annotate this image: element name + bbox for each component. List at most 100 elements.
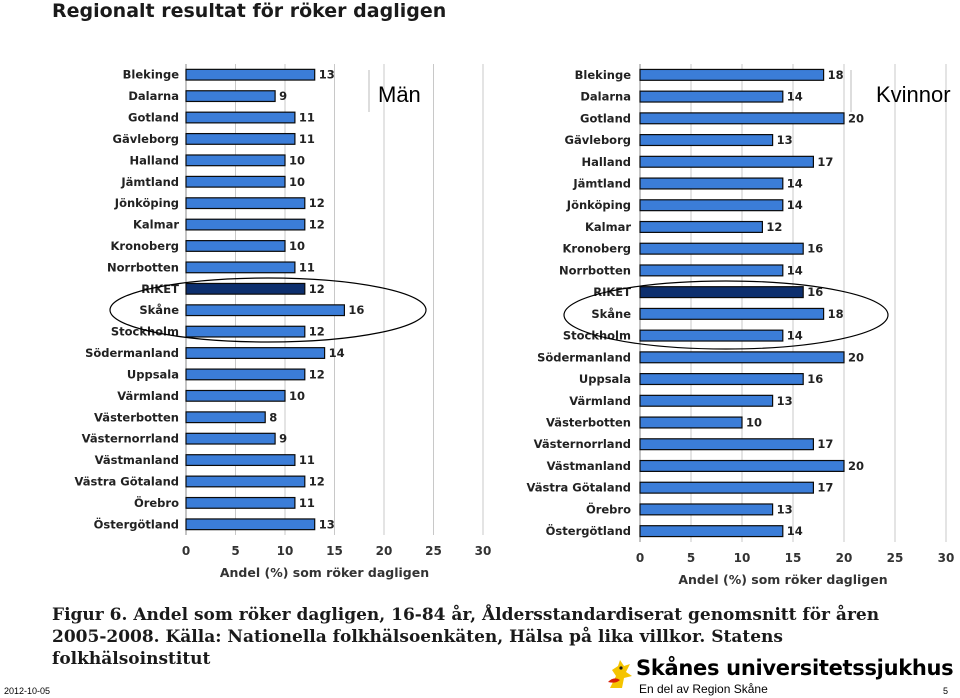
category-label: Södermanland [537,350,631,364]
data-label: 12 [309,325,325,339]
category-label: Blekinge [123,68,180,82]
data-label: 12 [309,367,325,381]
category-label: Västernorrland [534,437,631,451]
x-tick-label: 10 [734,551,751,565]
category-label: Halland [130,153,179,167]
bar [185,347,326,359]
data-label: 14 [787,329,803,343]
griffin-logo-icon [608,660,632,688]
data-label: 13 [319,517,335,531]
data-label: 14 [787,263,803,277]
category-label: Jämtland [120,175,179,189]
x-tick-label: 15 [326,544,343,558]
brand-subtitle: En del av Region Skåne [639,682,768,696]
bar [185,132,296,145]
bar [185,325,306,338]
category-label: Västmanland [547,459,631,473]
brand-name: Skånes universitetssjukhus [636,656,954,680]
category-label: Gotland [580,111,631,125]
bar [185,282,306,295]
bar [639,329,784,342]
data-label: 16 [348,303,364,317]
bar [185,240,286,252]
bar [639,90,784,103]
data-label: 9 [279,432,287,446]
category-label: Västra Götaland [526,481,631,495]
data-label: 14 [329,346,345,360]
data-label: 14 [787,524,803,538]
bar [639,307,825,320]
highlight-ellipse [109,277,427,343]
data-label: 11 [299,132,315,146]
category-label: Örebro [586,501,631,516]
chart-area: 0 5 10 15 20 25 30 Blekinge 13 Dalarna 9 Gotland 11 G… [74,64,955,587]
bar [639,416,743,429]
data-label: 10 [289,153,305,167]
bar [185,389,286,402]
data-label: 17 [817,481,833,495]
page-number: 5 [942,686,948,696]
x-tick-label: 15 [785,551,802,565]
category-label: Skåne [591,307,631,321]
data-label: 13 [777,502,793,516]
data-label: 16 [807,242,823,256]
category-label: Dalarna [128,89,179,103]
x-tick-label: 20 [376,544,393,558]
category-label: Blekinge [575,68,632,82]
category-label: Östergötland [546,523,631,538]
data-label: 8 [269,410,277,424]
data-label: 18 [828,68,844,82]
category-label: Halland [582,155,631,169]
category-label: RIKET [593,285,631,299]
category-label: Kalmar [585,220,631,234]
category-label: Norrbotten [107,260,179,274]
bar [185,218,306,231]
bar [639,286,804,299]
category-label: Värmland [117,389,179,403]
data-label: 10 [289,175,305,189]
x-tick-label: 30 [475,544,492,558]
data-label: 9 [279,89,287,103]
bar [639,134,774,147]
bar [185,368,306,381]
highlight-ellipse [563,280,889,350]
data-label: 10 [289,389,305,403]
x-tick-label: 30 [938,551,955,565]
figure-caption: Figur 6. Andel som röker dagligen, 16-84… [52,605,880,669]
x-tick-label: 25 [887,551,904,565]
data-label: 12 [766,220,782,234]
bar [185,454,296,467]
bar [639,503,774,516]
category-label: Södermanland [85,346,179,360]
category-label: Västernorrland [82,432,179,446]
bar [185,197,306,210]
bar [185,90,276,103]
bar [185,154,286,167]
data-label: 11 [299,111,315,125]
category-label: Jämtland [572,177,631,191]
category-label: Norrbotten [559,263,631,277]
bar [185,518,316,531]
bar [639,438,814,451]
footer-date: 2012-10-05 [4,686,51,696]
data-label: 18 [828,307,844,321]
data-label: 13 [777,394,793,408]
data-label: 11 [299,260,315,274]
data-label: 17 [817,155,833,169]
x-tick-label: 25 [425,544,442,558]
bar [185,261,296,274]
category-label: Västerbotten [546,416,631,430]
bar [185,68,316,81]
data-label: 10 [289,239,305,253]
bar [639,264,784,277]
data-label: 11 [299,496,315,510]
category-label: Stockholm [111,325,179,339]
bar [185,496,296,509]
category-label: Gotland [128,111,179,125]
x-axis-title: Andel (%) som röker dagligen [220,565,429,580]
data-label: 20 [848,350,864,364]
x-axis-title: Andel (%) som röker dagligen [678,572,887,587]
data-label: 16 [807,372,823,386]
category-label: Gävleborg [565,133,631,147]
data-label: 10 [746,416,762,430]
